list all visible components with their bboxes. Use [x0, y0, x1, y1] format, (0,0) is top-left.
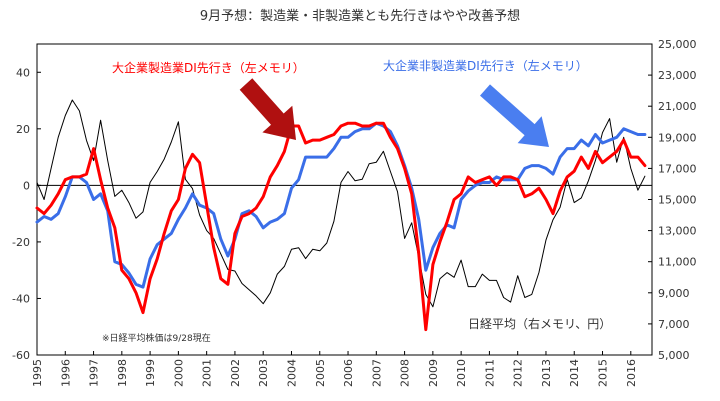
manufacturing-line: [35, 121, 647, 332]
right-tick-label: 13,000: [658, 225, 697, 238]
left-tick-label: -40: [12, 292, 30, 305]
right-tick-label: 9,000: [658, 287, 690, 300]
x-tick-label: 2002: [229, 359, 242, 387]
x-tick-label: 2001: [201, 359, 214, 387]
right-tick-label: 15,000: [658, 194, 697, 207]
x-tick-label: 1998: [116, 359, 129, 387]
x-tick-label: 2004: [285, 359, 298, 387]
x-tick-label: 2008: [399, 359, 412, 387]
nonmanufacturing-line: [35, 121, 647, 289]
left-tick-label: 20: [16, 123, 30, 136]
x-tick-label: 2013: [540, 359, 553, 387]
x-tick-label: 1995: [31, 359, 44, 387]
right-tick-label: 5,000: [658, 349, 690, 362]
blue-arrow-icon: [480, 84, 549, 147]
left-tick-label: 40: [16, 66, 30, 79]
dark-red-arrow-shape: [239, 78, 296, 140]
x-tick-label: 2005: [314, 359, 327, 387]
left-axis-ticks: -60 -40 -20 0 20 40: [12, 66, 41, 362]
x-tick-label: 2011: [483, 359, 496, 387]
plot-border: [36, 43, 653, 356]
x-tick-label: 2012: [512, 359, 525, 387]
x-tick-label: 2016: [625, 359, 638, 387]
right-axis-ticks: 5,000 7,000 9,000 11,000 13,000 15,000 17,000 1…: [648, 38, 697, 362]
chart-title: 9月予想：製造業・非製造業とも先行きはやや改善予想: [200, 8, 520, 24]
series-lines: [35, 99, 647, 332]
x-tick-label: 1996: [59, 359, 72, 387]
right-tick-label: 21,000: [658, 100, 697, 113]
x-tick-label: 2015: [597, 359, 610, 387]
x-tick-label: 2010: [455, 359, 468, 387]
x-tick-label: 2000: [172, 359, 185, 387]
x-tick-label: 2003: [257, 359, 270, 387]
x-tick-label: 2009: [427, 359, 440, 387]
blue-arrow-shape: [480, 84, 549, 147]
x-tick-label: 2006: [342, 359, 355, 387]
right-tick-label: 7,000: [658, 318, 690, 331]
right-tick-label: 17,000: [658, 162, 697, 175]
x-tick-label: 1999: [144, 359, 157, 387]
x-axis-ticks: 1995 1996 1997 1998 1999 2000 2001 2002 2003 2004…: [31, 351, 638, 387]
right-tick-label: 25,000: [658, 38, 697, 51]
nikkei-line: [36, 99, 646, 308]
right-tick-label: 23,000: [658, 69, 697, 82]
left-tick-label: -20: [12, 236, 30, 249]
right-tick-label: 19,000: [658, 131, 697, 144]
note-text: ※日経平均株価は9/28現在: [102, 332, 211, 344]
dark-red-arrow-icon: [239, 78, 296, 140]
x-tick-label: 2014: [568, 359, 581, 387]
right-tick-label: 11,000: [658, 256, 697, 269]
manufacturing-label: 大企業製造業DI先行き（左メモリ）: [112, 60, 305, 75]
plot-frame: [36, 43, 653, 356]
x-tick-label: 1997: [88, 359, 101, 387]
nonmanufacturing-label: 大企業非製造業DI先行き（左メモリ）: [383, 58, 588, 73]
left-tick-label: -60: [12, 349, 30, 362]
nikkei-label: 日経平均（右メモリ、円）: [468, 316, 611, 331]
x-tick-label: 2007: [370, 359, 383, 387]
left-tick-label: 0: [23, 179, 30, 192]
